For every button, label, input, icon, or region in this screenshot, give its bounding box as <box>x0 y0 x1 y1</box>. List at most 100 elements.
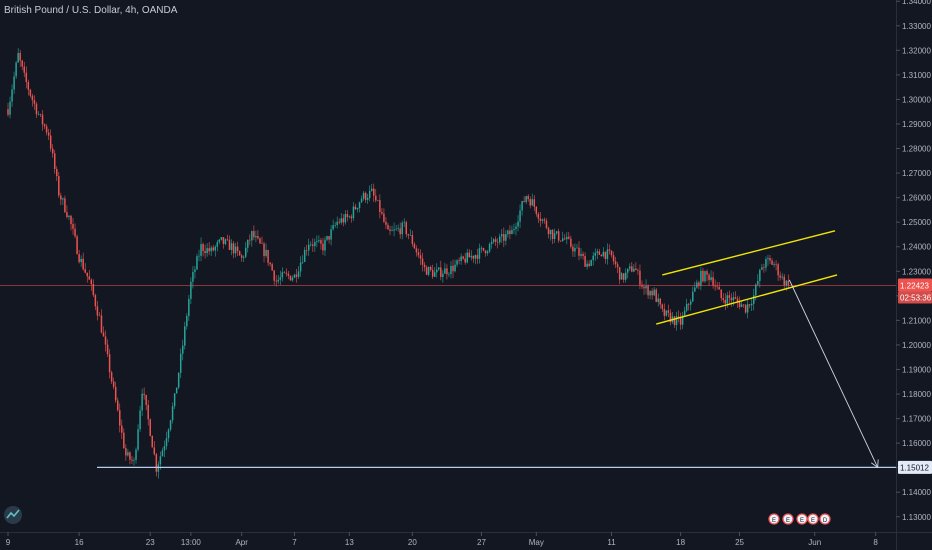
candle-body <box>45 126 48 133</box>
candle-body <box>208 248 210 252</box>
candle-body <box>466 252 468 263</box>
candle-body <box>279 277 282 280</box>
candle-body <box>78 254 80 263</box>
countdown-tag <box>898 291 932 304</box>
candle-body <box>139 410 141 430</box>
candle-body <box>748 304 751 306</box>
candle-body <box>580 253 582 256</box>
event-badge-circle <box>807 513 819 525</box>
candle-body <box>188 298 190 316</box>
channel-upper-line[interactable] <box>662 230 836 276</box>
candle-body <box>584 256 586 267</box>
candle-body <box>696 282 698 288</box>
candle-body <box>157 464 160 472</box>
candle-body <box>271 264 273 271</box>
candle-body <box>39 114 42 115</box>
candle-body <box>561 238 564 242</box>
candle-body <box>647 285 649 296</box>
candle-body <box>43 124 46 127</box>
candle-body <box>692 291 694 302</box>
candle-body <box>444 268 446 274</box>
candle-body <box>76 236 78 255</box>
candle-body <box>173 393 176 407</box>
candle-body <box>74 228 76 237</box>
candle-body <box>535 206 538 214</box>
candle-body <box>732 297 735 301</box>
candle-body <box>419 255 422 259</box>
candle-body <box>62 198 64 200</box>
candle-body <box>161 450 164 457</box>
candle-body <box>706 271 708 275</box>
candle-body <box>267 250 269 263</box>
candle-body <box>464 258 466 263</box>
candle-body <box>291 277 294 281</box>
candle-body <box>405 222 408 235</box>
candle-body <box>285 272 288 274</box>
candle-body <box>19 52 21 61</box>
candle-body <box>293 274 296 278</box>
candle-body <box>53 153 56 169</box>
logo-mark <box>6 509 20 519</box>
price-tick-label: 1.26000 <box>902 194 931 203</box>
candle-body <box>436 269 438 273</box>
candle-body <box>612 255 615 262</box>
candle-body <box>261 243 263 244</box>
time-tick-label: 27 <box>477 538 486 547</box>
candle-body <box>275 280 277 282</box>
candle-body <box>328 236 330 240</box>
candle-body <box>629 266 631 269</box>
candle-body <box>458 260 460 262</box>
candle-body <box>429 267 432 270</box>
time-tick-label: May <box>529 538 544 547</box>
projection-arrow-head[interactable] <box>870 459 879 469</box>
price-tick-label: 1.13000 <box>902 513 931 522</box>
event-badge[interactable]: E <box>807 513 819 525</box>
candle-body <box>269 262 271 265</box>
price-axis[interactable]: 1.34000 1.33000 1.32000 1.31000 1.30000 1.290… <box>896 0 931 522</box>
candle-body <box>533 199 536 207</box>
candle-body <box>594 252 596 256</box>
time-axis[interactable]: 9 16 23 13:00 Apr 7 13 20 27 May 11 18 25 Jun 8 <box>6 532 879 547</box>
candle-body <box>509 230 511 235</box>
event-badge[interactable]: E <box>768 513 780 525</box>
candle-body <box>295 274 298 277</box>
channel-lower-line[interactable] <box>656 274 838 325</box>
price-tags: 1.22423 02:53:36 1.15012 <box>898 278 932 474</box>
event-badge[interactable]: E <box>782 513 794 525</box>
time-tick-label: 9 <box>6 538 11 547</box>
candle-body <box>433 272 436 277</box>
event-badge[interactable]: D <box>819 513 831 525</box>
chart-title: British Pound / U.S. Dollar, 4h, OANDA <box>4 5 178 16</box>
candle-body <box>620 273 623 280</box>
candle-body <box>661 304 664 309</box>
candle-body <box>338 221 340 223</box>
projection-arrow-shaft[interactable] <box>788 279 879 468</box>
candle-body <box>763 267 765 268</box>
candle-body <box>397 228 399 230</box>
candle-body <box>622 273 625 280</box>
candle-body <box>145 394 147 405</box>
candle-body <box>549 229 552 235</box>
candle-body <box>310 244 312 246</box>
candle-body <box>462 256 464 259</box>
price-tick-label: 1.23000 <box>902 267 931 276</box>
candle-body <box>773 263 775 265</box>
candle-body <box>342 218 345 223</box>
candle-body <box>344 214 347 223</box>
tradingview-logo-icon[interactable] <box>4 506 22 524</box>
candle-body <box>247 239 249 248</box>
candle-body <box>381 212 383 214</box>
candle-body <box>100 315 103 333</box>
candle-body <box>17 52 19 63</box>
event-badge[interactable]: E <box>796 513 808 525</box>
candle-body <box>206 248 208 254</box>
candle-body <box>70 215 72 225</box>
candle-body <box>51 148 54 154</box>
candle-body <box>582 253 584 257</box>
candle-body <box>375 195 377 201</box>
candle-body <box>222 237 225 244</box>
candle-body <box>249 239 251 241</box>
candle-body <box>346 214 349 217</box>
candle-body <box>604 251 607 260</box>
